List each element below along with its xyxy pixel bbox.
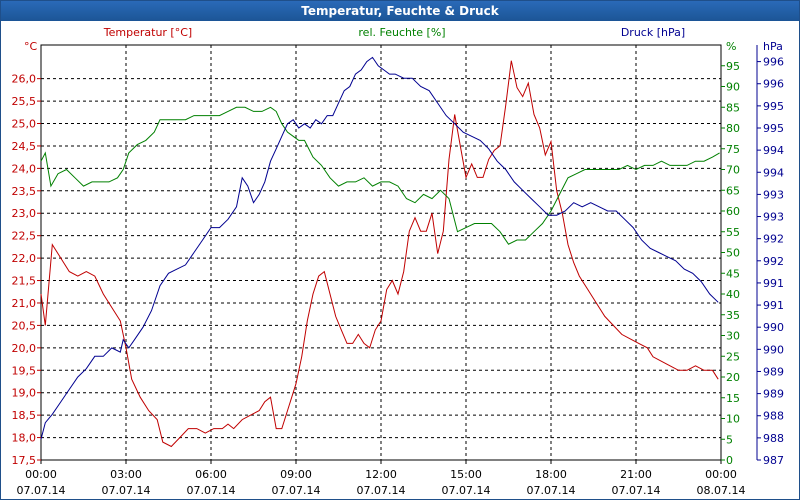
humidity-tick-label: 95: [726, 60, 740, 73]
temperature-tick-label: 26,0: [12, 73, 37, 86]
humidity-unit: %: [726, 40, 736, 53]
x-tick-label-date: 07.07.14: [102, 484, 151, 497]
humidity-tick-label: 20: [726, 371, 740, 384]
temperature-unit: °C: [24, 40, 38, 53]
humidity-tick-label: 30: [726, 330, 740, 343]
temperature-tick-label: 23,0: [12, 207, 37, 220]
pressure-tick-label: 990: [763, 321, 784, 334]
humidity-tick-label: 50: [726, 247, 740, 260]
temperature-tick-label: 17,5: [12, 454, 37, 467]
temperature-tick-label: 18,0: [12, 432, 37, 445]
temperature-tick-label: 20,0: [12, 342, 37, 355]
grid: [41, 45, 721, 460]
humidity-tick-label: 90: [726, 81, 740, 94]
x-tick-label-time: 12:00: [365, 468, 397, 481]
series-layer: [40, 56, 720, 448]
temperature-tick-label: 18,5: [12, 409, 37, 422]
humidity-tick-label: 5: [726, 433, 733, 446]
axis-labels: 00:00 07.07.14 03:00 07.07.14 06:00 07.07.14 0…: [12, 26, 785, 497]
x-tick-label-date: 07.07.14: [527, 484, 576, 497]
humidity-tick-label: 70: [726, 164, 740, 177]
humidity-tick-label: 25: [726, 350, 740, 363]
temperature-tick-label: 21,0: [12, 297, 37, 310]
temperature-tick-label: 19,5: [12, 364, 37, 377]
x-tick-label-date: 07.07.14: [17, 484, 66, 497]
pressure-tick-label: 996: [763, 56, 784, 69]
pressure-tick-label: 993: [763, 188, 784, 201]
pressure-tick-label: 995: [763, 100, 784, 113]
humidity-tick-label: 60: [726, 205, 740, 218]
pressure-series-line: [40, 56, 719, 440]
pressure-tick-label: 991: [763, 277, 784, 290]
humidity-tick-label: 75: [726, 143, 740, 156]
pressure-tick-label: 991: [763, 299, 784, 312]
temperature-tick-label: 22,0: [12, 252, 37, 265]
pressure-tick-label: 993: [763, 211, 784, 224]
x-tick-label-time: 06:00: [195, 468, 227, 481]
temperature-tick-label: 25,0: [12, 118, 37, 131]
pressure-tick-label: 992: [763, 233, 784, 246]
pressure-tick-label: 988: [763, 410, 784, 423]
x-tick-label-date: 07.07.14: [357, 484, 406, 497]
chart-title: Temperatur, Feuchte & Druck: [1, 1, 799, 21]
temperature-tick-label: 24,0: [12, 162, 37, 175]
pressure-tick-label: 994: [763, 144, 784, 157]
humidity-tick-label: 65: [726, 184, 740, 197]
pressure-axis-title: Druck [hPa]: [621, 26, 685, 39]
pressure-tick-label: 990: [763, 343, 784, 356]
x-tick-label-date: 07.07.14: [442, 484, 491, 497]
pressure-tick-label: 992: [763, 255, 784, 268]
temperature-tick-label: 20,5: [12, 319, 37, 332]
x-tick-label-date: 07.07.14: [272, 484, 321, 497]
humidity-axis-title: rel. Feuchte [%]: [358, 26, 445, 39]
temperature-tick-label: 25,5: [12, 95, 37, 108]
x-tick-label-time: 09:00: [280, 468, 312, 481]
pressure-tick-label: 989: [763, 365, 784, 378]
pressure-unit: hPa: [763, 40, 783, 53]
humidity-tick-label: 85: [726, 101, 740, 114]
humidity-tick-label: 45: [726, 267, 740, 280]
x-tick-label-date: 07.07.14: [187, 484, 236, 497]
pressure-tick-label: 995: [763, 122, 784, 135]
humidity-tick-label: 55: [726, 226, 740, 239]
humidity-series-line: [40, 106, 720, 245]
humidity-tick-label: 35: [726, 309, 740, 322]
pressure-tick-label: 989: [763, 388, 784, 401]
temperature-tick-label: 24,5: [12, 140, 37, 153]
pressure-tick-label: 987: [763, 454, 784, 467]
x-tick-label-time: 21:00: [620, 468, 652, 481]
humidity-tick-label: 10: [726, 413, 740, 426]
pressure-tick-label: 996: [763, 78, 784, 91]
x-tick-label-time: 00:00: [25, 468, 57, 481]
x-tick-label-time: 18:00: [535, 468, 567, 481]
x-tick-label-date: 08.07.14: [697, 484, 746, 497]
temperature-axis-title: Temperatur [°C]: [103, 26, 192, 39]
temperature-tick-label: 21,5: [12, 275, 37, 288]
x-tick-label-time: 15:00: [450, 468, 482, 481]
temperature-tick-label: 22,5: [12, 230, 37, 243]
humidity-tick-label: 15: [726, 392, 740, 405]
x-tick-label-time: 00:00: [705, 468, 737, 481]
pressure-tick-label: 988: [763, 432, 784, 445]
temperature-tick-label: 23,5: [12, 185, 37, 198]
temperature-series-line: [40, 60, 719, 448]
humidity-tick-label: 0: [726, 454, 733, 467]
x-tick-label-date: 07.07.14: [612, 484, 661, 497]
humidity-tick-label: 40: [726, 288, 740, 301]
humidity-tick-label: 80: [726, 122, 740, 135]
temperature-tick-label: 19,0: [12, 387, 37, 400]
x-tick-label-time: 03:00: [110, 468, 142, 481]
pressure-tick-label: 994: [763, 166, 784, 179]
axes: [37, 44, 761, 464]
